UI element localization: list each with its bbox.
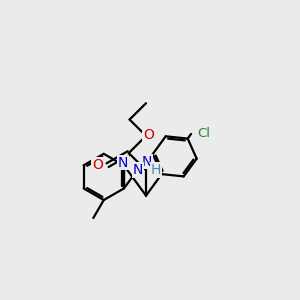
- Text: O: O: [143, 128, 154, 142]
- Text: N: N: [133, 163, 143, 177]
- Text: N: N: [142, 155, 152, 169]
- Text: H: H: [151, 163, 161, 177]
- Text: Cl: Cl: [197, 128, 210, 140]
- Text: O: O: [92, 158, 103, 172]
- Text: N: N: [118, 156, 128, 170]
